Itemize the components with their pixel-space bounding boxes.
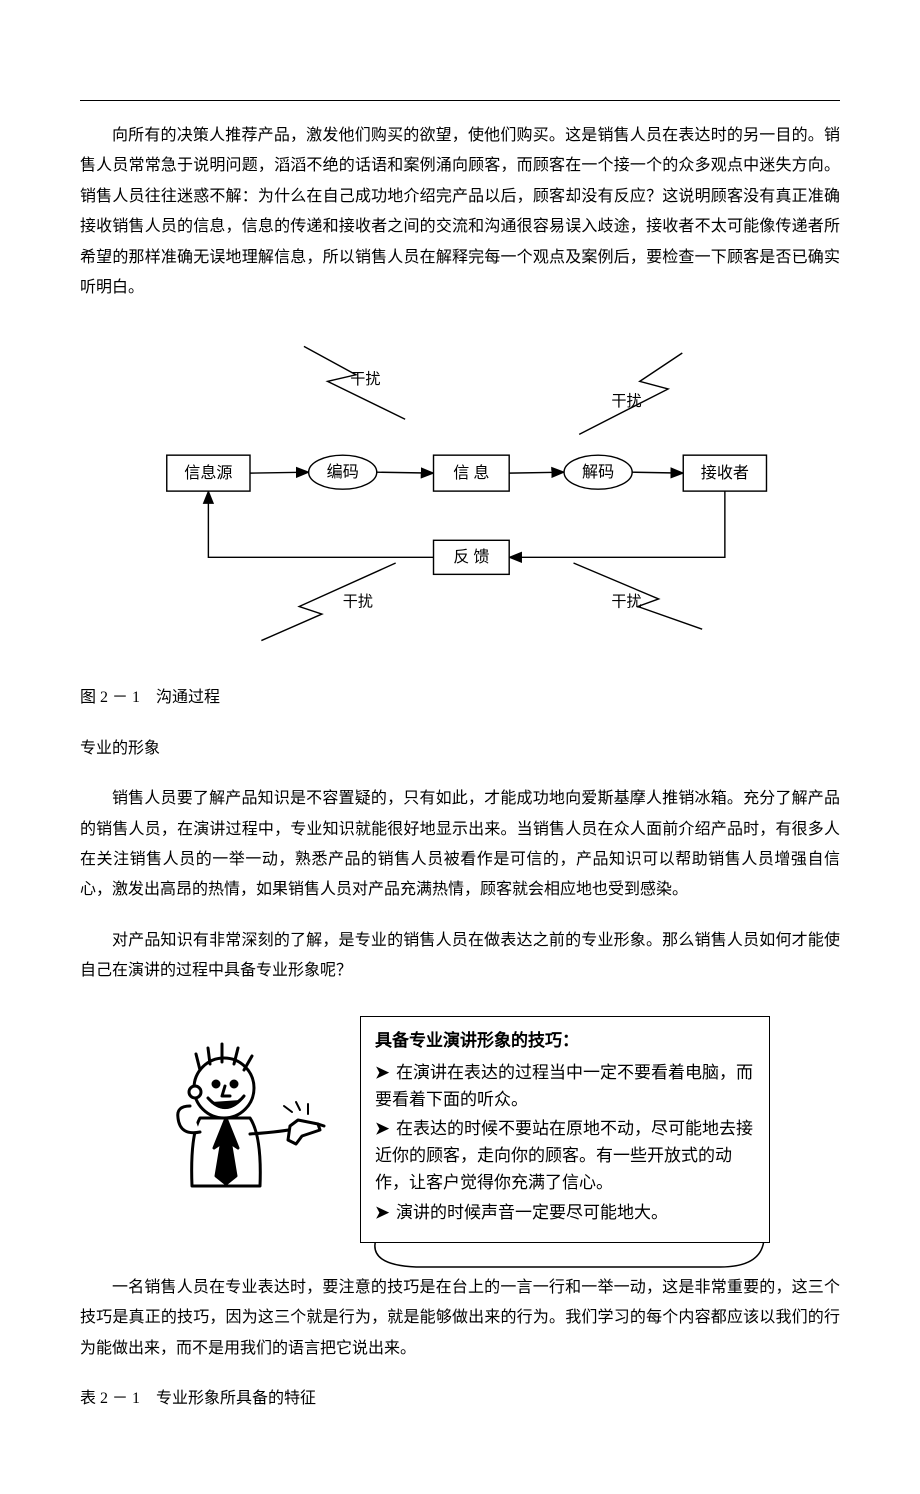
svg-text:信 息: 信 息 xyxy=(453,464,489,482)
cartoon-presenter-icon xyxy=(150,1036,330,1216)
diagram-communication-process: 信息源编码信 息解码接收者反 馈干扰干扰干扰干扰 xyxy=(80,323,840,663)
section-heading-professional-image: 专业的形象 xyxy=(80,734,840,764)
tip-item: ➤ 在表达的时候不要站在原地不动，尽可能地去接近你的顾客，走向你的顾客。有一些开… xyxy=(375,1115,755,1197)
paragraph-4: 一名销售人员在专业表达时，要注意的技巧是在台上的一言一行和一举一动，这是非常重要… xyxy=(80,1273,840,1364)
table-caption: 表 2 － 1 专业形象所具备的特征 xyxy=(80,1384,840,1414)
svg-text:信息源: 信息源 xyxy=(184,464,232,482)
svg-text:反 馈: 反 馈 xyxy=(453,548,489,566)
tips-row: 具备专业演讲形象的技巧： ➤ 在演讲在表达的过程当中一定不要看着电脑，而要看着下… xyxy=(80,1016,840,1242)
tips-box-shadow xyxy=(360,1237,770,1281)
top-rule xyxy=(80,100,840,101)
svg-text:编码: 编码 xyxy=(327,463,359,481)
bullet-arrow-icon: ➤ xyxy=(375,1063,389,1082)
tip-text: 演讲的时候声音一定要尽可能地大。 xyxy=(391,1203,668,1222)
svg-text:干扰: 干扰 xyxy=(350,372,380,389)
tip-text: 在演讲在表达的过程当中一定不要看着电脑，而要看着下面的听众。 xyxy=(375,1063,753,1109)
diagram-svg: 信息源编码信 息解码接收者反 馈干扰干扰干扰干扰 xyxy=(110,323,810,663)
tips-title: 具备专业演讲形象的技巧： xyxy=(375,1027,755,1054)
tip-item: ➤ 演讲的时候声音一定要尽可能地大。 xyxy=(375,1199,755,1226)
tip-text: 在表达的时候不要站在原地不动，尽可能地去接近你的顾客，走向你的顾客。有一些开放式… xyxy=(375,1119,753,1192)
tip-item: ➤ 在演讲在表达的过程当中一定不要看着电脑，而要看着下面的听众。 xyxy=(375,1059,755,1113)
paragraph-2: 销售人员要了解产品知识是不容置疑的，只有如此，才能成功地向爱斯基摩人推销冰箱。充… xyxy=(80,784,840,906)
svg-text:解码: 解码 xyxy=(582,463,614,481)
bullet-arrow-icon: ➤ xyxy=(375,1119,389,1138)
figure-caption: 图 2 － 1 沟通过程 xyxy=(80,683,840,713)
paragraph-3: 对产品知识有非常深刻的了解，是专业的销售人员在做表达之前的专业形象。那么销售人员… xyxy=(80,926,840,987)
paragraph-1: 向所有的决策人推荐产品，激发他们购买的欲望，使他们购买。这是销售人员在表达时的另… xyxy=(80,121,840,303)
tips-box-container: 具备专业演讲形象的技巧： ➤ 在演讲在表达的过程当中一定不要看着电脑，而要看着下… xyxy=(360,1016,770,1242)
tips-box: 具备专业演讲形象的技巧： ➤ 在演讲在表达的过程当中一定不要看着电脑，而要看着下… xyxy=(360,1016,770,1242)
svg-text:干扰: 干扰 xyxy=(611,393,641,410)
bullet-arrow-icon: ➤ xyxy=(375,1203,389,1222)
svg-text:接收者: 接收者 xyxy=(701,464,749,482)
svg-text:干扰: 干扰 xyxy=(611,594,641,611)
svg-text:干扰: 干扰 xyxy=(343,594,373,611)
